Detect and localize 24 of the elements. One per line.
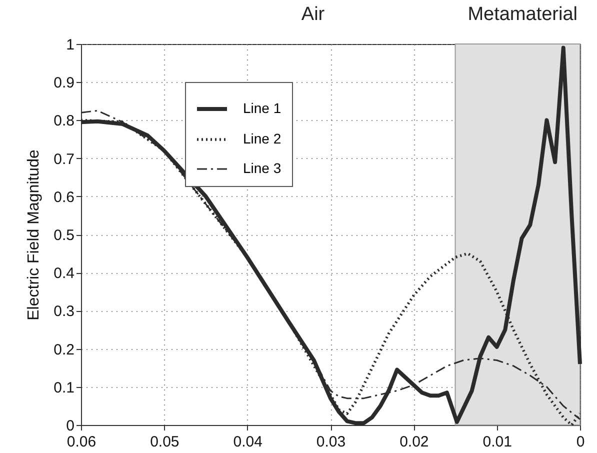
y-tick-label: 0.5	[54, 227, 74, 244]
x-tick-label: 0.02	[400, 434, 429, 450]
legend-label: Line 3	[243, 160, 282, 176]
y-tick-label: 0.9	[54, 74, 74, 92]
x-tick-label: 0.01	[482, 434, 512, 450]
x-tick-label: 0.04	[233, 434, 262, 450]
x-tick-label: 0	[576, 434, 585, 450]
y-tick-label: 0.6	[54, 188, 74, 206]
text: Metamaterial	[468, 4, 578, 26]
y-tick-label: 0.7	[54, 150, 74, 168]
legend-label: Line 2	[243, 130, 282, 146]
legend-label: Line 1	[243, 100, 282, 116]
y-axis-title: Electric Field Magnitude	[26, 150, 43, 320]
y-tick-label: 0.1	[54, 379, 74, 396]
y-tick-label: 0.2	[54, 341, 74, 358]
x-tick-label: 0.03	[316, 434, 346, 450]
x-tick-label: 0.05	[150, 434, 180, 450]
y-tick-label: 1	[66, 36, 74, 54]
y-tick-label: 0.3	[54, 303, 74, 320]
x-tick-label: 0.06	[66, 434, 96, 450]
text: Air	[301, 4, 325, 26]
y-tick-label: 0	[66, 418, 74, 434]
y-tick-label: 0.4	[54, 265, 74, 282]
y-tick-label: 0.8	[54, 112, 74, 130]
